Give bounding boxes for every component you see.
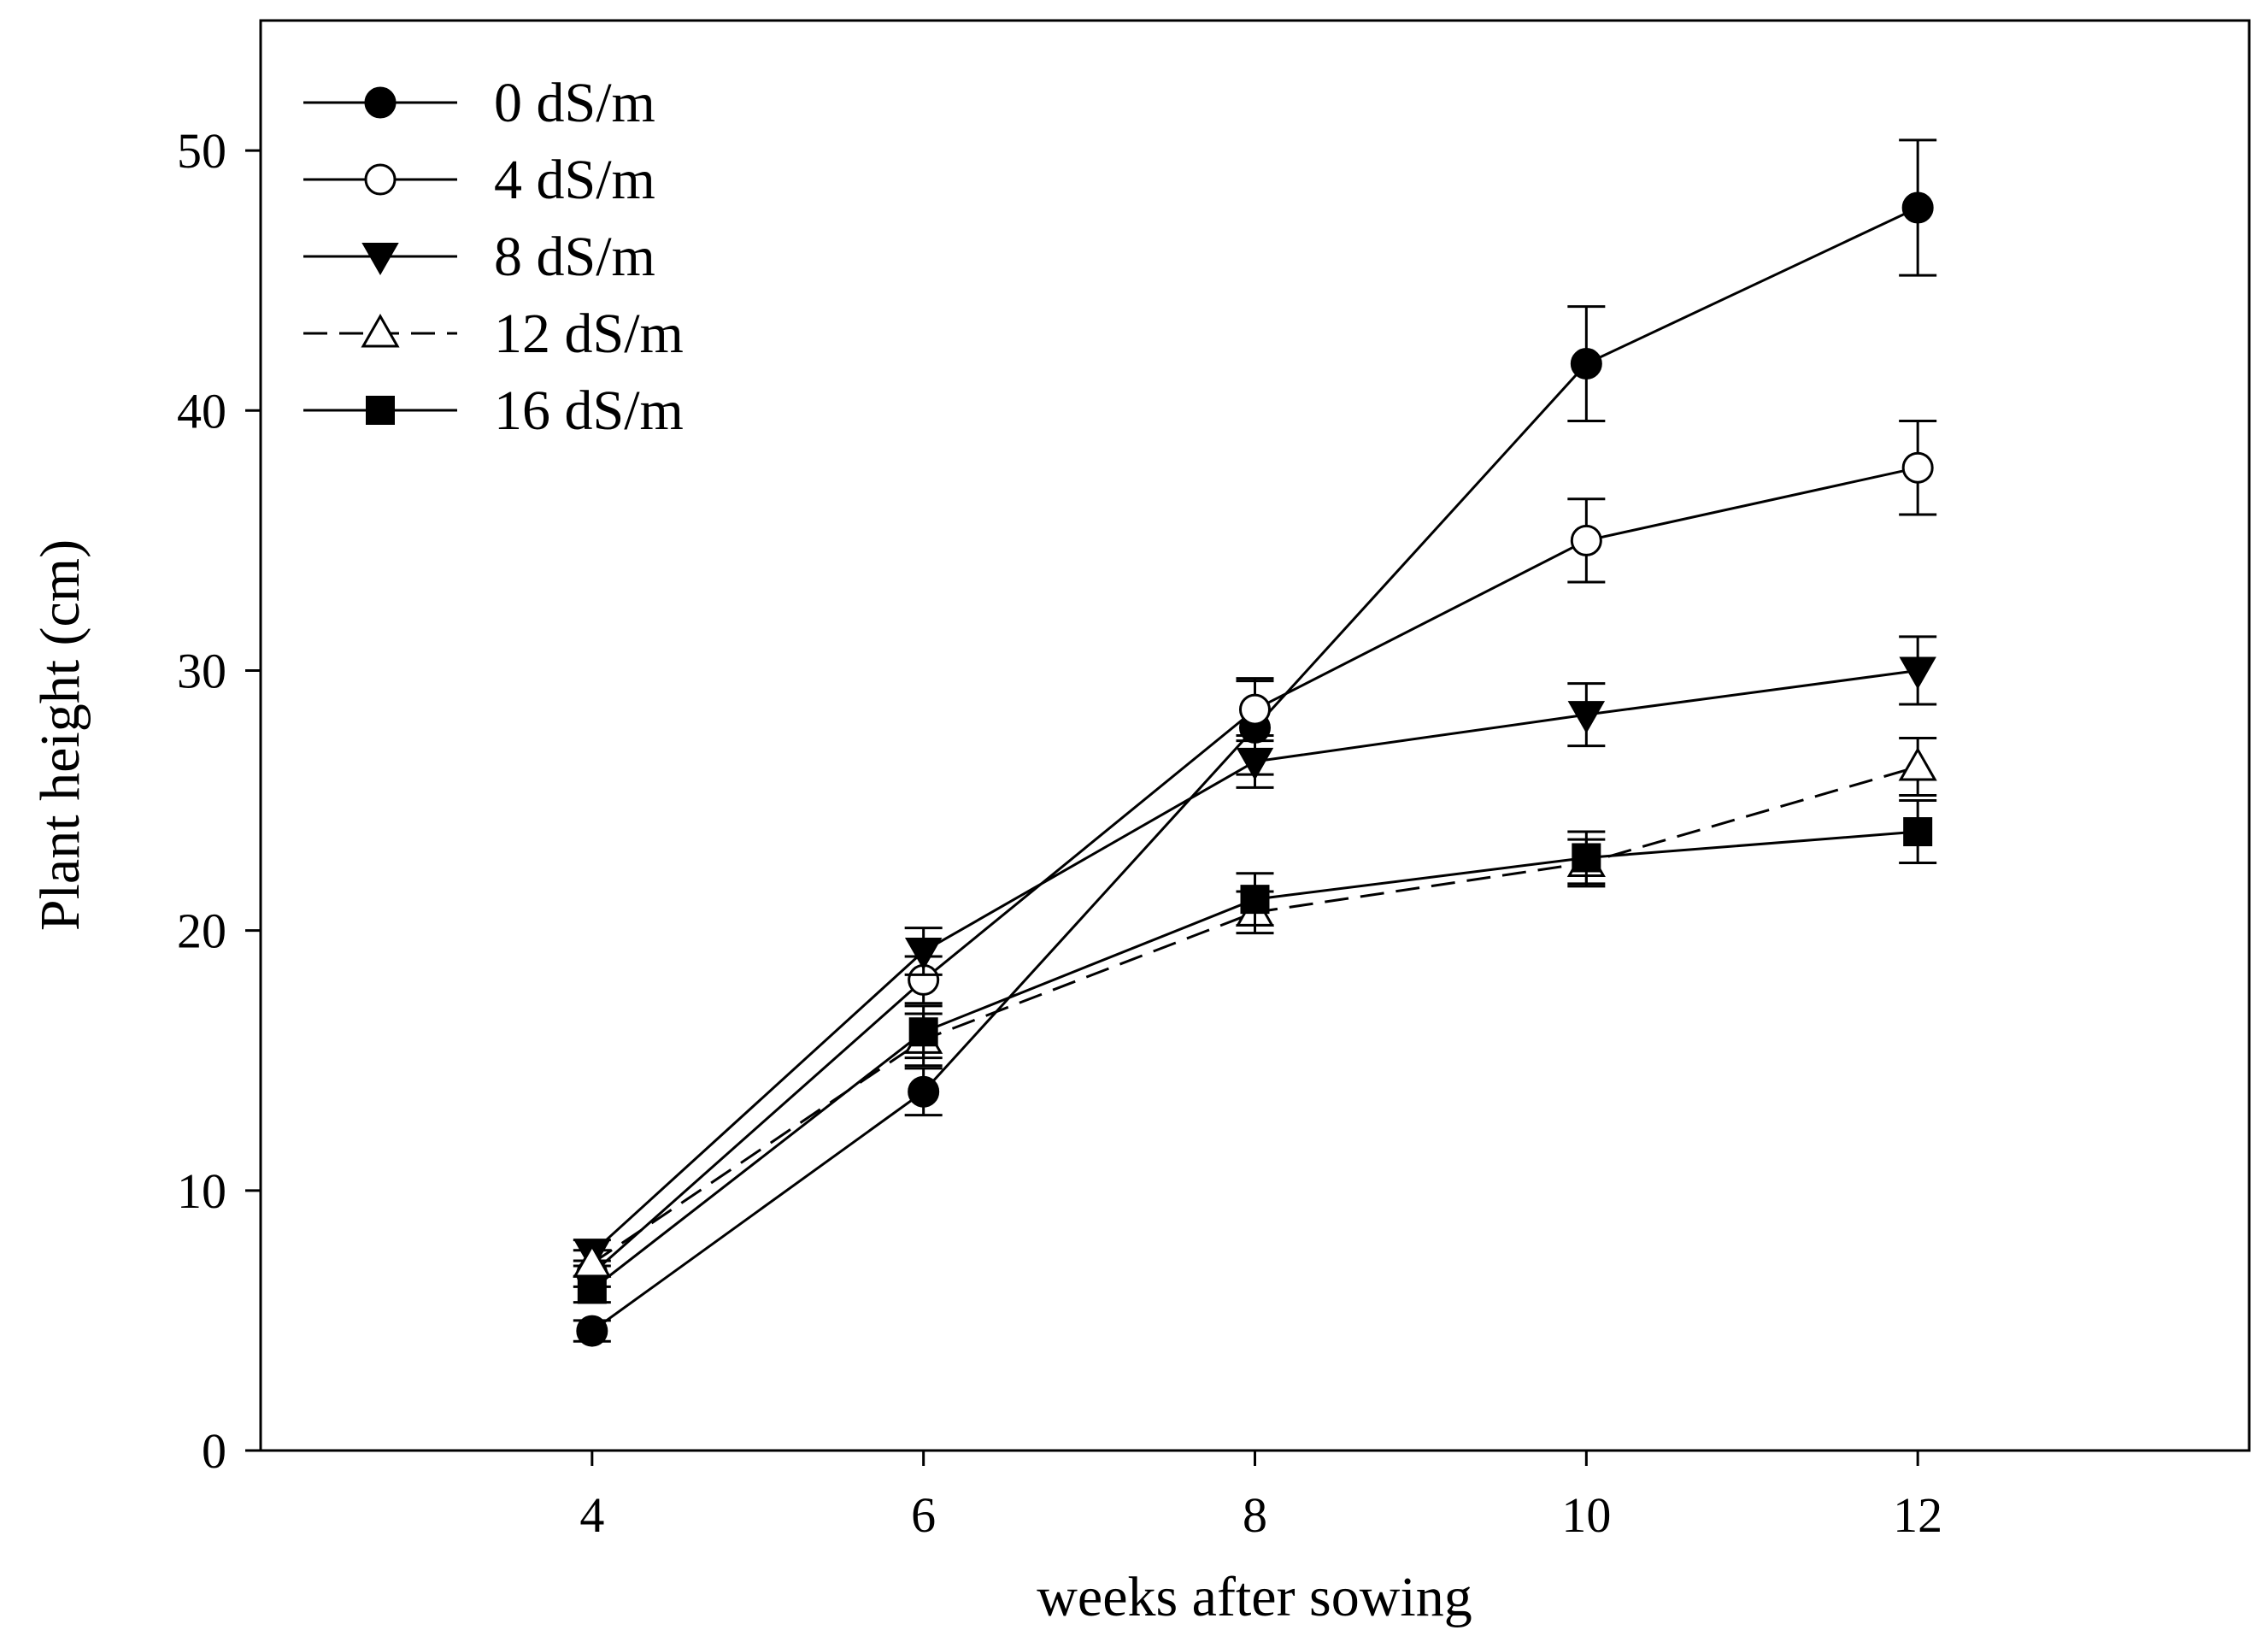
- y-tick-label: 20: [177, 903, 226, 959]
- data-point: [908, 1017, 938, 1047]
- x-axis-title: weeks after sowing: [1037, 1566, 1472, 1628]
- legend-marker: [361, 313, 400, 348]
- y-tick-label: 0: [202, 1423, 226, 1479]
- y-axis: 0 10 20 30 40 50: [177, 123, 261, 1479]
- legend-marker: [361, 243, 399, 276]
- data-point: [908, 1075, 940, 1108]
- legend-label: 0 dS/m: [494, 72, 655, 134]
- data-point: [1898, 746, 1937, 781]
- x-tick-label: 12: [1893, 1487, 1942, 1543]
- data-point: [1901, 451, 1934, 484]
- legend: 0 dS/m 4 dS/m 8 dS/m 12 dS/m 16 dS/m: [303, 72, 684, 442]
- data-point: [1567, 701, 1606, 734]
- data-point: [577, 1274, 607, 1304]
- data-point: [1903, 817, 1933, 847]
- data-point: [904, 937, 943, 970]
- y-axis-title: Plant height (cm): [29, 539, 91, 931]
- data-point: [1572, 843, 1601, 873]
- series-layer: [573, 138, 1937, 1347]
- legend-label: 4 dS/m: [494, 149, 655, 211]
- series-16-dS-m: [573, 799, 1937, 1304]
- series-4-dS-m: [573, 419, 1937, 1290]
- y-tick-label: 50: [177, 123, 226, 179]
- data-point: [1901, 191, 1934, 224]
- data-point: [576, 1315, 608, 1347]
- y-tick-label: 10: [177, 1163, 226, 1219]
- x-axis: 4 6 8 10 12: [579, 1451, 1942, 1543]
- y-tick-label: 30: [177, 643, 226, 698]
- legend-label: 16 dS/m: [494, 380, 684, 442]
- legend-label: 8 dS/m: [494, 226, 655, 288]
- legend-marker: [364, 163, 397, 196]
- data-point: [1899, 656, 1936, 690]
- data-point: [1239, 693, 1271, 726]
- legend-marker: [366, 396, 395, 425]
- legend-marker: [364, 86, 397, 119]
- series-line: [591, 466, 1918, 1275]
- x-tick-label: 10: [1561, 1487, 1611, 1543]
- data-point: [1236, 747, 1274, 780]
- data-point: [1240, 885, 1270, 915]
- x-tick-label: 4: [579, 1487, 604, 1543]
- x-tick-label: 8: [1243, 1487, 1267, 1543]
- y-tick-label: 40: [177, 383, 226, 438]
- x-tick-label: 6: [911, 1487, 936, 1543]
- legend-label: 12 dS/m: [494, 303, 684, 365]
- series-8-dS-m: [573, 635, 1937, 1272]
- data-point: [1570, 524, 1602, 556]
- data-point: [1570, 348, 1602, 380]
